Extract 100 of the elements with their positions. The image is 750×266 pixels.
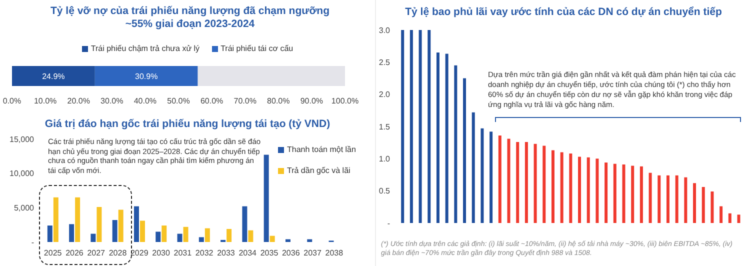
bar: [248, 230, 254, 242]
x-tick-label: 100.0%: [331, 96, 359, 106]
bar: [134, 206, 139, 242]
x-tick-label: 2034: [238, 248, 258, 258]
bar: [498, 136, 502, 223]
y-tick-label: -: [387, 218, 390, 228]
bar: [156, 232, 161, 242]
x-tick-label: 2030: [152, 248, 170, 258]
bar: [586, 157, 590, 223]
bar: [666, 175, 670, 223]
legend-label: Trái phiếu chậm trả chưa xử lý: [90, 44, 200, 53]
bar: [112, 220, 118, 242]
bar: [720, 206, 723, 223]
bar: [445, 54, 448, 223]
bar: [264, 154, 269, 242]
x-tick-label: 40.0%: [134, 96, 157, 106]
bar: [198, 237, 204, 242]
bar: [12, 66, 95, 86]
x-tick-label: 70.0%: [234, 96, 256, 106]
x-tick-label: 2026: [66, 248, 84, 258]
y-tick-label: -: [31, 238, 34, 247]
bar: [177, 234, 182, 242]
x-tick-label: 2027: [87, 248, 106, 258]
x-tick-label: 10.0%: [34, 96, 57, 106]
x-tick-label: 2033: [217, 248, 236, 258]
bar: [401, 30, 404, 223]
x-tick-label: 0.0%: [2, 96, 22, 106]
bar: [428, 30, 431, 223]
x-tick-label: 2029: [130, 248, 149, 258]
chart-title: Tỷ lệ bao phủ lãi vay ước tính của các DN có dự án chuyển tiếp: [404, 6, 723, 18]
bar: [418, 30, 422, 223]
bar: [675, 175, 678, 223]
bar: [47, 226, 52, 242]
x-tick-label: 2036: [282, 248, 300, 258]
bar: [472, 112, 475, 223]
y-tick-label: 3.0: [378, 26, 391, 35]
bar: [480, 128, 484, 223]
bar: [94, 66, 198, 86]
legend-label: Thanh toán một lần: [287, 145, 356, 154]
bar: [69, 224, 74, 242]
bar: [737, 214, 740, 223]
x-tick-label: 80.0%: [267, 96, 290, 106]
bar: [140, 220, 145, 242]
x-tick-label: 90.0%: [300, 96, 324, 106]
bar: [560, 152, 564, 223]
chart-title: Tỷ lệ vỡ nợ của trái phiếu năng lượng đã chạm ngưỡng ~55% giai đoạn 2023-2024: [49, 5, 330, 31]
bar: [640, 166, 643, 223]
y-tick-label: 2.0: [378, 90, 391, 100]
x-tick-label: 30.0%: [100, 96, 124, 106]
bar: [534, 144, 537, 223]
bar: [162, 226, 167, 242]
x-tick-label: 2025: [44, 248, 62, 258]
bar: [242, 206, 248, 242]
bar: [507, 138, 510, 223]
x-tick-label: 2038: [325, 248, 344, 258]
bar: [226, 228, 232, 242]
y-tick-label: 2.5: [378, 58, 391, 68]
bar: [490, 132, 493, 223]
x-tick-label: 60.0%: [200, 96, 224, 106]
y-tick-label: 0.5: [378, 186, 391, 196]
x-tick-label: 2031: [174, 248, 192, 258]
bar: [596, 158, 599, 223]
x-tick-label: 2032: [195, 248, 214, 258]
x-tick-label: 2037: [304, 248, 322, 258]
bar: [270, 236, 275, 242]
bar: [285, 239, 290, 242]
x-tick-label: 20.0%: [67, 96, 90, 106]
bar: [658, 175, 661, 223]
y-tick-label: 10,000: [10, 169, 35, 178]
bar: [454, 65, 458, 223]
bar: [542, 146, 546, 223]
bar: [684, 177, 688, 223]
bar: [710, 191, 714, 223]
bar: [410, 30, 413, 223]
x-tick-label: 50.0%: [167, 96, 190, 106]
y-tick-label: 1.5: [378, 122, 391, 132]
bar: [53, 197, 58, 242]
bar: [118, 210, 124, 242]
bar: [524, 142, 528, 223]
bar: [702, 186, 705, 223]
y-tick-label: 1.0: [378, 154, 391, 164]
bar: [631, 166, 634, 223]
bar: [569, 154, 572, 223]
y-tick-label: 15,000: [10, 134, 35, 144]
bar: [307, 239, 312, 242]
bar: [648, 172, 652, 223]
bar: [693, 183, 696, 223]
data-label: 30.9%: [135, 72, 158, 81]
bar: [613, 164, 616, 223]
bar: [204, 228, 210, 242]
bar: [75, 197, 80, 242]
chart-title: Giá trị đáo hạn gốc trái phiếu năng lượng tái tạo (tỷ VND): [44, 118, 332, 130]
bar: [604, 162, 608, 223]
bar: [622, 164, 626, 223]
legend-label: Trả dần gốc và lãi: [287, 166, 350, 175]
data-label: 24.9%: [42, 72, 65, 81]
x-tick-label: 2035: [260, 248, 279, 258]
bar: [463, 78, 466, 223]
bar: [436, 52, 440, 223]
bar: [183, 226, 188, 242]
